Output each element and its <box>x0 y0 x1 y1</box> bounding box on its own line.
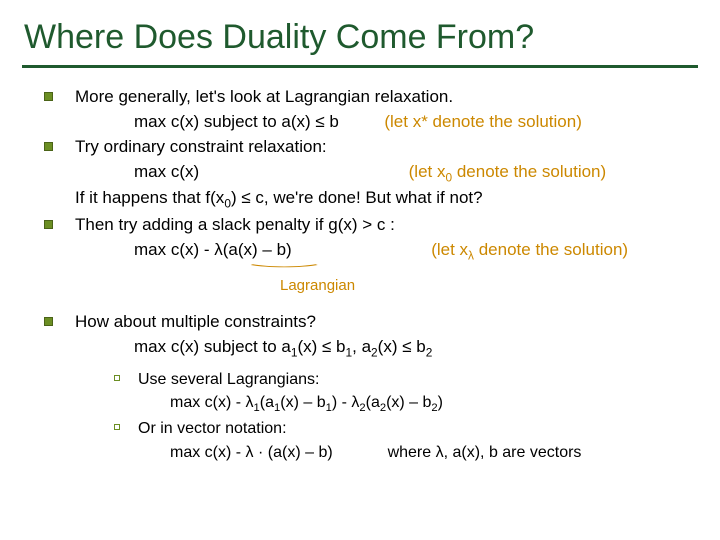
bullet-3-line: max c(x) - λ(a(x) – b) (let xλ denote th… <box>44 239 680 263</box>
slide-title: Where Does Duality Come From? <box>0 0 720 65</box>
sub-bullet-2-line: max c(x) - λ · (a(x) – b) where λ, a(x),… <box>44 442 680 464</box>
bullet-3: Then try adding a slack penalty if g(x) … <box>44 214 680 237</box>
square-bullet-icon <box>44 317 53 326</box>
brace-icon: ︶ <box>249 261 300 277</box>
sub-bullet-1: Use several Lagrangians: <box>114 369 680 391</box>
square-bullet-icon <box>44 92 53 101</box>
sub-bullet-1-text: Use several Lagrangians: <box>138 369 680 391</box>
sub-bullet-2-tail: where λ, a(x), b are vectors <box>388 444 582 461</box>
bullet-1-formula: max c(x) subject to a(x) ≤ b <box>134 112 339 131</box>
hollow-square-bullet-icon <box>114 375 120 381</box>
bullet-2-text: Try ordinary constraint relaxation: <box>75 136 680 159</box>
bullet-3-formula: max c(x) - λ(a(x) – b) <box>134 240 292 259</box>
bullet-4-text: How about multiple constraints? <box>75 311 680 334</box>
bullet-2-formula: max c(x) <box>134 162 199 181</box>
square-bullet-icon <box>44 220 53 229</box>
bullet-4: How about multiple constraints? <box>44 311 680 334</box>
bullet-2-cont: If it happens that f(x0) ≤ c, we're done… <box>44 187 680 211</box>
sub-bullet-2: Or in vector notation: <box>114 418 680 440</box>
bullet-3-note: (let xλ denote the solution) <box>431 240 628 259</box>
slide-body: More generally, let's look at Lagrangian… <box>0 86 720 464</box>
bullet-2-note: (let x0 denote the solution) <box>409 162 607 181</box>
bullet-1: More generally, let's look at Lagrangian… <box>44 86 680 109</box>
lagrangian-annotation: ︶ Lagrangian <box>44 265 680 301</box>
bullet-1-note: (let x* denote the solution) <box>384 112 582 131</box>
bullet-2-line: max c(x) (let x0 denote the solution) <box>44 161 680 185</box>
bullet-2-cont-text: If it happens that f(x0) ≤ c, we're done… <box>75 187 680 211</box>
sub-bullet-2-text: Or in vector notation: <box>138 418 680 440</box>
bullet-3-text: Then try adding a slack penalty if g(x) … <box>75 214 680 237</box>
bullet-4-line: max c(x) subject to a1(x) ≤ b1, a2(x) ≤ … <box>44 336 680 360</box>
hollow-square-bullet-icon <box>114 424 120 430</box>
lagrangian-label: Lagrangian <box>280 277 355 294</box>
bullet-1-line: max c(x) subject to a(x) ≤ b (let x* den… <box>44 111 680 134</box>
square-bullet-icon <box>44 142 53 151</box>
title-rule <box>22 65 698 68</box>
sub-bullet-1-line: max c(x) - λ1(a1(x) – b1) - λ2(a2(x) – b… <box>44 392 680 416</box>
sub-bullet-2-formula: max c(x) - λ · (a(x) – b) <box>170 444 333 461</box>
bullet-1-text: More generally, let's look at Lagrangian… <box>75 86 680 109</box>
bullet-2: Try ordinary constraint relaxation: <box>44 136 680 159</box>
